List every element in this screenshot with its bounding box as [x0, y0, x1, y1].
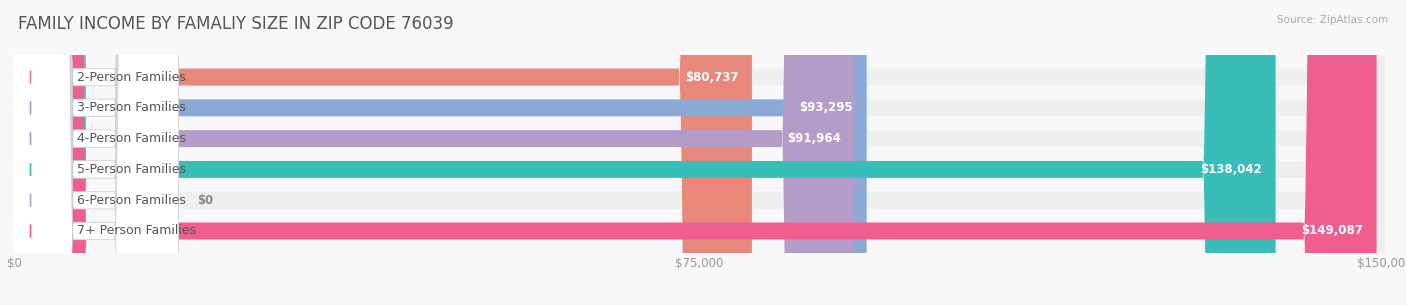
Text: 5-Person Families: 5-Person Families	[76, 163, 186, 176]
Text: 3-Person Families: 3-Person Families	[76, 101, 186, 114]
Text: 7+ Person Families: 7+ Person Families	[76, 224, 195, 238]
FancyBboxPatch shape	[14, 0, 1385, 305]
FancyBboxPatch shape	[10, 0, 179, 305]
FancyBboxPatch shape	[10, 0, 179, 305]
Text: Source: ZipAtlas.com: Source: ZipAtlas.com	[1277, 15, 1388, 25]
Text: 2-Person Families: 2-Person Families	[76, 70, 186, 84]
Text: $138,042: $138,042	[1201, 163, 1263, 176]
FancyBboxPatch shape	[14, 0, 1385, 305]
FancyBboxPatch shape	[14, 0, 1385, 305]
Text: $0: $0	[197, 194, 214, 207]
FancyBboxPatch shape	[14, 0, 1385, 305]
FancyBboxPatch shape	[14, 0, 1385, 305]
FancyBboxPatch shape	[14, 0, 1385, 305]
FancyBboxPatch shape	[10, 0, 179, 305]
Text: $149,087: $149,087	[1301, 224, 1362, 238]
FancyBboxPatch shape	[10, 0, 179, 305]
Text: $91,964: $91,964	[787, 132, 841, 145]
Text: FAMILY INCOME BY FAMALIY SIZE IN ZIP CODE 76039: FAMILY INCOME BY FAMALIY SIZE IN ZIP COD…	[18, 15, 454, 33]
FancyBboxPatch shape	[10, 0, 179, 305]
Text: 4-Person Families: 4-Person Families	[76, 132, 186, 145]
FancyBboxPatch shape	[14, 0, 1275, 305]
FancyBboxPatch shape	[14, 0, 855, 305]
FancyBboxPatch shape	[10, 0, 179, 305]
Text: $80,737: $80,737	[685, 70, 738, 84]
FancyBboxPatch shape	[14, 0, 1376, 305]
FancyBboxPatch shape	[14, 0, 752, 305]
Text: 6-Person Families: 6-Person Families	[76, 194, 186, 207]
Text: $93,295: $93,295	[799, 101, 853, 114]
FancyBboxPatch shape	[14, 0, 866, 305]
